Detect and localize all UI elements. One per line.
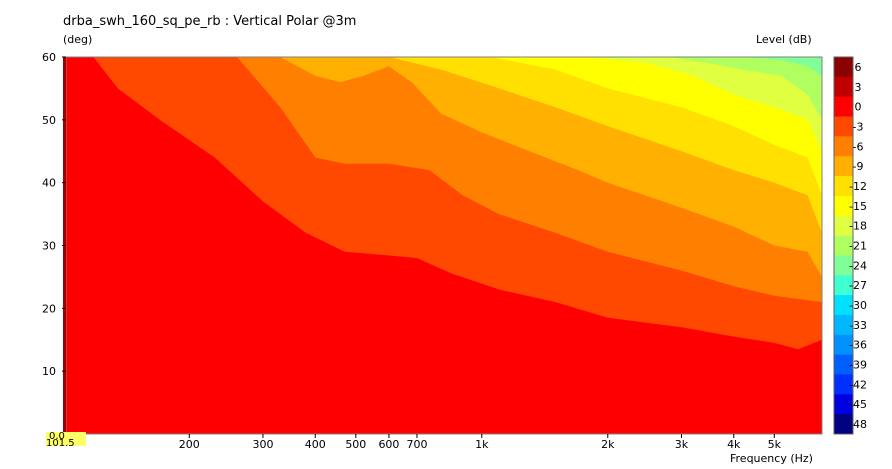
colorbar-swatch — [834, 354, 853, 375]
colorbar-label: -12 — [849, 180, 867, 193]
colorbar-swatch — [834, 57, 853, 78]
contour-region-24 — [742, 57, 822, 76]
colorbar-swatch — [834, 295, 853, 316]
colorbar-label: -30 — [849, 299, 867, 312]
contour-region-21 — [668, 57, 822, 120]
colorbar-label: 6 — [855, 61, 862, 74]
colorbar-unit: Level (dB) — [756, 33, 812, 46]
colorbar-label: -42 — [849, 378, 867, 391]
contour-region-18 — [588, 57, 822, 152]
x-tick-label: 3k — [675, 438, 689, 451]
colorbar-swatch — [834, 275, 853, 296]
colorbar-label: -18 — [849, 220, 867, 233]
x-tick-label: 200 — [179, 438, 200, 451]
contour-regions — [93, 57, 822, 350]
colorbar-swatch — [834, 76, 853, 98]
x-tick-label: 5k — [768, 438, 782, 451]
colorbar-swatch — [834, 414, 853, 435]
colorbar-frame — [833, 56, 854, 435]
y-tick-label: 60 — [42, 51, 56, 64]
corner-highlight — [46, 432, 86, 446]
x-tick-label: 700 — [406, 438, 427, 451]
x-axis-label: Frequency (Hz) — [730, 452, 813, 465]
y-tick-label: 40 — [42, 177, 56, 190]
colorbar-label: -15 — [849, 200, 867, 213]
colorbar-label: -9 — [853, 160, 864, 173]
colorbar-swatch — [834, 374, 853, 395]
colorbar-swatch — [834, 255, 853, 276]
colorbar-swatch — [834, 334, 853, 356]
x-tick-label: 500 — [345, 438, 366, 451]
x-tick-label: 400 — [305, 438, 326, 451]
y-axis-unit: (deg) — [63, 33, 93, 46]
y-tick-label: 30 — [42, 240, 56, 253]
chart-title: drba_swh_160_sq_pe_rb : Vertical Polar @… — [63, 14, 357, 29]
x-tick-label: 4k — [727, 438, 741, 451]
colorbar-label: -48 — [849, 418, 867, 431]
y-tick-label: 20 — [42, 302, 56, 315]
colorbar-swatch — [834, 116, 853, 137]
colorbar-swatch — [834, 215, 853, 237]
colorbar-swatch — [834, 156, 853, 177]
colorbar-swatch — [834, 314, 853, 336]
colorbar-label: -3 — [853, 120, 864, 133]
colorbar-label: -33 — [849, 319, 867, 332]
colorbar-swatch — [834, 176, 853, 197]
colorbar-swatch — [834, 195, 853, 217]
colorbar-label: 0 — [855, 101, 862, 114]
colorbar-label: -45 — [849, 398, 867, 411]
colorbar-label: -36 — [849, 339, 867, 352]
colorbar-swatch — [834, 235, 853, 256]
colorbar-label: -6 — [853, 140, 864, 153]
colorbar-label: -39 — [849, 359, 867, 372]
y-tick-label: 10 — [42, 365, 56, 378]
x-tick-label: 1k — [475, 438, 489, 451]
x-tick-label: 600 — [378, 438, 399, 451]
x-tick-label-start: 101.5 — [46, 438, 75, 449]
colorbar-label: 3 — [855, 81, 862, 94]
y-tick-label: 50 — [42, 114, 56, 127]
colorbar-label: -21 — [849, 240, 867, 253]
colorbar-swatch — [834, 394, 853, 415]
colorbar-label: -24 — [849, 259, 867, 272]
colorbar-swatch — [834, 96, 853, 118]
y-tick-label-zero: 0.0 — [49, 431, 65, 442]
x-tick-label: 300 — [252, 438, 273, 451]
colorbar-label: -27 — [849, 279, 867, 292]
x-tick-label: 2k — [601, 438, 615, 451]
colorbar-swatch — [834, 136, 853, 157]
